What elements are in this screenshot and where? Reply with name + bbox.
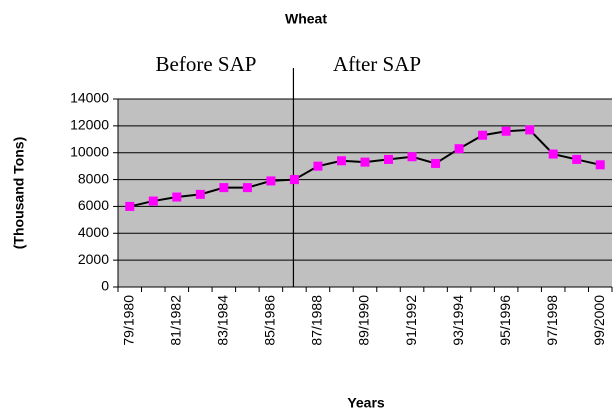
marker — [195, 189, 205, 199]
x-tick-label: 87/1988 — [309, 295, 325, 346]
y-tick-label: 10000 — [70, 143, 109, 159]
marker — [525, 125, 535, 135]
marker — [454, 144, 464, 154]
marker — [431, 158, 441, 168]
x-tick-label: 91/1992 — [403, 295, 419, 346]
marker — [336, 156, 346, 166]
y-tick-label: 14000 — [70, 90, 109, 106]
y-axis-label: (Thousand Tons) — [11, 137, 27, 250]
y-tick-label: 8000 — [78, 170, 109, 186]
x-tick-label: 99/2000 — [591, 295, 607, 346]
marker — [125, 201, 135, 211]
x-tick-label: 89/1990 — [356, 295, 372, 346]
marker — [595, 160, 605, 170]
x-tick-label: 93/1994 — [450, 295, 466, 346]
marker — [148, 196, 158, 206]
marker — [266, 176, 276, 186]
marker — [501, 126, 511, 136]
x-tick-label: 81/1982 — [168, 295, 184, 346]
marker — [407, 152, 417, 162]
marker — [360, 157, 370, 167]
x-tick-label: 95/1996 — [497, 295, 513, 346]
marker — [572, 154, 582, 164]
x-axis-label: Years — [347, 395, 385, 411]
annotation: After SAP — [333, 52, 421, 76]
plot-area — [118, 99, 612, 287]
marker — [219, 183, 229, 193]
y-tick-label: 2000 — [78, 251, 109, 267]
marker — [548, 149, 558, 159]
marker — [313, 161, 323, 171]
y-tick-label: 12000 — [70, 117, 109, 133]
x-tick-label: 83/1984 — [215, 295, 231, 346]
x-tick-label: 97/1998 — [544, 295, 560, 346]
x-tick-label: 85/1986 — [262, 295, 278, 346]
marker — [384, 154, 394, 164]
y-tick-label: 4000 — [78, 224, 109, 240]
marker — [172, 192, 182, 202]
marker — [478, 130, 488, 140]
marker — [242, 183, 252, 193]
marker — [289, 175, 299, 185]
chart-title: Wheat — [285, 11, 327, 27]
y-tick-label: 0 — [101, 278, 109, 294]
y-tick-label: 6000 — [78, 197, 109, 213]
annotation: Before SAP — [156, 52, 257, 76]
x-tick-label: 79/1980 — [120, 295, 136, 346]
